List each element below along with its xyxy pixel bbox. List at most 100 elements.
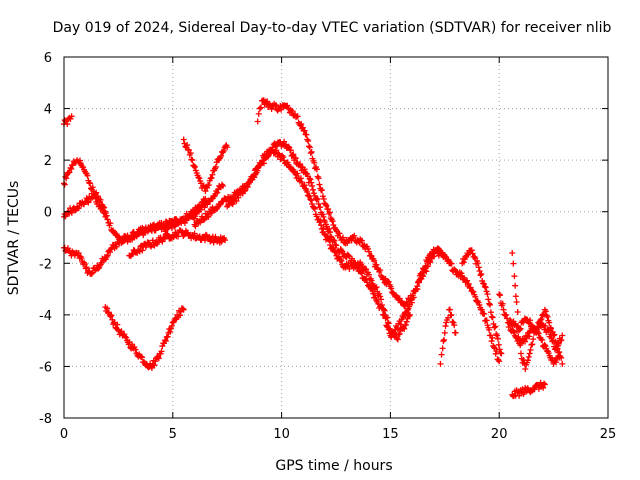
data-point [338, 257, 345, 264]
data-point [377, 293, 384, 300]
data-point [427, 259, 434, 266]
data-point [394, 336, 401, 343]
data-point [308, 179, 315, 186]
x-tick-label: 10 [273, 427, 290, 442]
data-point [434, 245, 441, 252]
data-point [545, 350, 552, 357]
data-point [289, 108, 296, 115]
data-point [526, 333, 533, 340]
data-point [139, 354, 146, 361]
series-track-f [180, 136, 231, 195]
data-point [68, 209, 75, 216]
data-point [195, 174, 202, 181]
data-point [524, 357, 531, 364]
data-point [558, 336, 565, 343]
data-point [331, 237, 338, 244]
data-point [486, 326, 493, 333]
data-point [323, 232, 330, 239]
data-point [488, 338, 495, 345]
data-point [315, 175, 322, 182]
data-point [492, 350, 499, 357]
data-point [511, 273, 518, 280]
data-point [323, 202, 330, 209]
data-point [322, 201, 329, 208]
data-point [387, 327, 394, 334]
data-point [196, 175, 203, 182]
plot-frame [63, 56, 609, 419]
data-point [268, 106, 275, 113]
data-point [123, 334, 130, 341]
data-point [201, 204, 208, 211]
data-point [314, 195, 321, 202]
data-point [365, 248, 372, 255]
data-point [365, 271, 372, 278]
data-point [510, 260, 517, 267]
data-point [495, 356, 502, 363]
data-point [499, 300, 506, 307]
data-point [319, 187, 326, 194]
data-point [326, 237, 333, 244]
data-point [235, 194, 242, 201]
data-point [61, 181, 68, 188]
data-point [435, 245, 442, 252]
data-point [486, 300, 493, 307]
data-point [284, 102, 291, 109]
data-point [494, 335, 501, 342]
data-point [108, 246, 115, 253]
data-point [555, 340, 562, 347]
data-point [380, 306, 387, 313]
data-point [164, 333, 171, 340]
data-point [304, 188, 311, 195]
data-point [497, 292, 504, 299]
y-tick-label: 4 [44, 103, 52, 118]
data-point [538, 316, 545, 323]
data-point [89, 184, 96, 191]
data-point [517, 325, 524, 332]
data-point [68, 165, 75, 172]
data-point [319, 193, 326, 200]
data-point [222, 237, 229, 244]
data-point [332, 249, 339, 256]
data-point [489, 314, 496, 321]
data-point [465, 280, 472, 287]
data-point [330, 222, 337, 229]
data-point [330, 245, 337, 252]
x-tick-label: 15 [382, 427, 399, 442]
data-point [188, 156, 195, 163]
data-point [189, 157, 196, 164]
data-point [305, 137, 312, 144]
data-point [98, 204, 105, 211]
data-point [155, 355, 162, 362]
data-point [423, 268, 430, 275]
data-point [253, 169, 260, 176]
data-point [469, 250, 476, 257]
data-point [464, 277, 471, 284]
data-point [313, 166, 320, 173]
data-point [500, 306, 507, 313]
data-point [87, 180, 94, 187]
data-point [529, 341, 536, 348]
data-point [242, 187, 249, 194]
y-tick-label: -8 [39, 412, 52, 427]
data-point [66, 169, 73, 176]
series-track-e [102, 304, 187, 371]
data-point [75, 250, 82, 257]
data-point [275, 150, 282, 157]
data-point [544, 313, 551, 320]
data-point [557, 353, 564, 360]
data-point [351, 232, 358, 239]
data-point [108, 312, 115, 319]
data-point [514, 308, 521, 315]
data-point [104, 252, 111, 259]
data-point [541, 341, 548, 348]
data-point [202, 195, 209, 202]
data-point [482, 284, 489, 291]
data-point [176, 312, 183, 319]
data-point [306, 193, 313, 200]
series-track-p [509, 379, 548, 400]
data-point [165, 221, 172, 228]
data-point [452, 329, 459, 336]
data-point [296, 160, 303, 167]
data-point [307, 196, 314, 203]
data-point [154, 225, 161, 232]
